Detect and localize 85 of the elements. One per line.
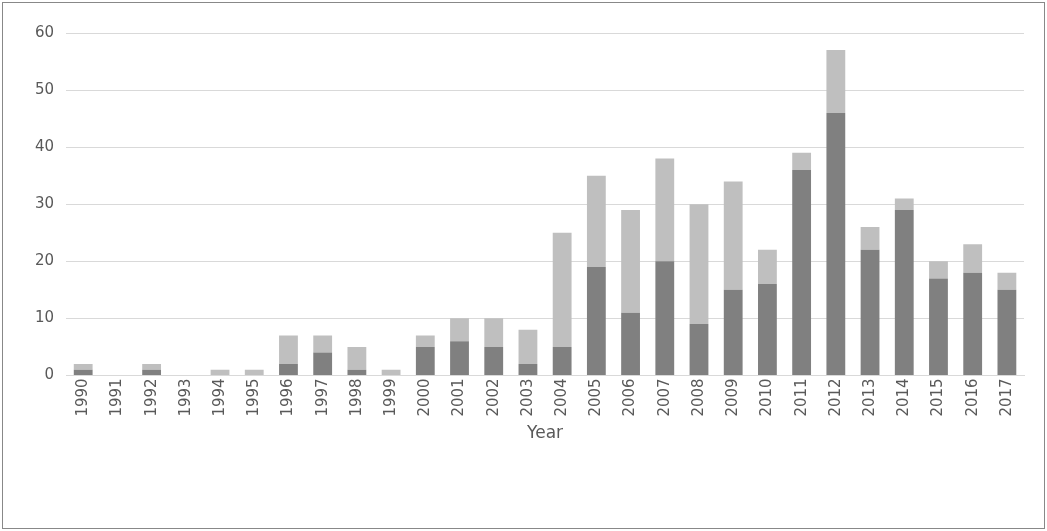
bar [313,335,333,353]
bar [929,261,948,279]
bar [689,204,709,325]
bar [826,112,846,375]
x-tick-label: 2002 [483,378,502,417]
y-tick-label: 40 [34,137,55,156]
x-tick-label: 1992 [141,378,160,417]
bar [758,249,777,285]
bar [279,335,298,365]
bar [279,364,298,375]
x-tick-label: 1999 [380,378,399,417]
bar [518,364,538,375]
bar [826,50,846,113]
bar [586,175,606,267]
bar [552,232,572,347]
x-tick-label: 2014 [894,378,913,417]
bar [758,284,777,375]
bar [929,278,948,375]
bar [347,369,367,375]
bar [142,369,162,375]
bar [621,209,640,313]
x-tick-label: 2012 [825,378,844,417]
x-tick-label: 2015 [928,378,947,417]
x-tick-label: 1990 [73,378,92,417]
y-tick-label: 20 [34,251,55,270]
bar [621,312,640,375]
bar [142,364,162,370]
bar [73,364,93,370]
x-tick-label: 2011 [791,378,810,417]
y-tick-label: 50 [34,79,55,98]
x-tick-label: 1991 [107,378,126,417]
x-tick-label: 2013 [859,378,878,417]
bar [586,266,606,375]
bar [450,341,469,375]
bar [997,272,1017,290]
x-tick-label: 2007 [654,378,673,417]
bar [860,249,880,375]
bar [792,152,812,170]
x-tick-label: 2003 [517,378,536,417]
bar [552,346,572,375]
bar [997,289,1017,375]
bar [894,198,914,210]
y-tick-label: 0 [44,365,55,384]
bar [689,324,709,375]
x-tick-label: 2001 [449,378,468,417]
bar [723,289,743,375]
bar [963,272,983,375]
x-tick-label: 1994 [209,378,228,417]
bar [313,352,333,375]
y-tick-label: 10 [34,308,55,327]
bar [450,318,469,342]
x-tick-label: 2016 [962,378,981,417]
x-tick-label: 2017 [996,378,1015,417]
x-tick-label: 2004 [552,378,571,417]
bar [963,244,983,273]
x-tick-label: 2009 [723,378,742,417]
x-tick-label: 1998 [346,378,365,417]
bar [73,369,93,375]
bar [484,318,504,347]
x-tick-label: 1993 [175,378,194,417]
bar [415,335,435,347]
bar [655,261,675,375]
x-tick-label: 1996 [278,378,297,417]
bar [792,169,812,375]
bar [210,369,230,375]
bar [860,227,880,250]
x-tick-label: 2008 [688,378,707,417]
bar [381,369,401,375]
bar [415,346,435,375]
x-axis-title: Year [526,422,564,443]
x-tick-label: 2005 [586,378,605,417]
bar [723,181,743,290]
y-tick-label: 30 [34,194,55,213]
bar [894,209,914,375]
bar [518,329,538,365]
x-tick-label: 2006 [620,378,639,417]
y-tick-label: 60 [34,22,55,41]
x-tick-label: 2000 [415,378,434,417]
x-tick-label: 1997 [312,378,331,417]
x-tick-label: 2010 [757,378,776,417]
bar [347,346,367,370]
x-tick-label: 1995 [244,378,263,417]
bar [655,158,675,262]
bar [244,369,264,375]
bar [484,346,504,375]
